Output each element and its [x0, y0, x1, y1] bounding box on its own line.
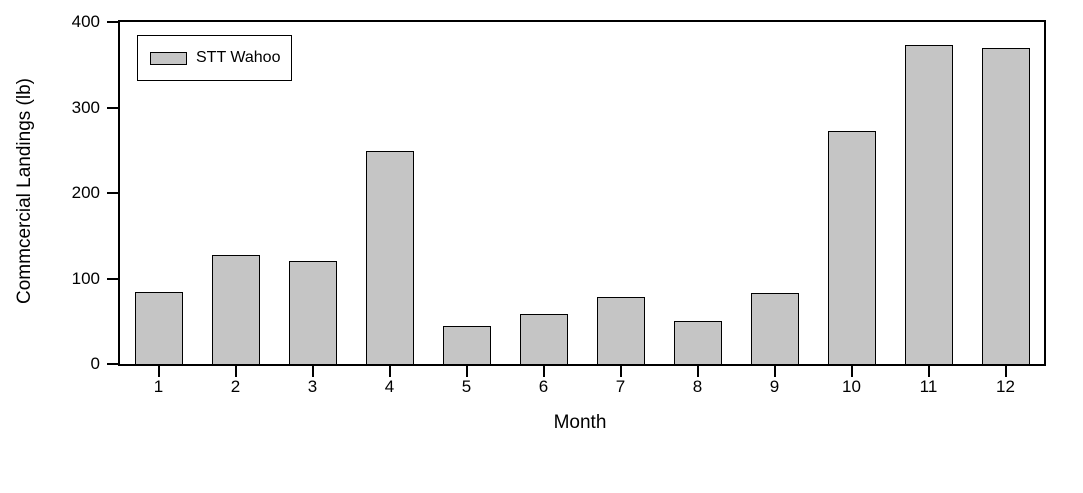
y-tick-label: 100 — [71, 268, 100, 288]
y-axis-tick — [107, 277, 118, 280]
x-axis-tick — [388, 366, 391, 377]
y-axis-tick — [107, 192, 118, 194]
x-axis-tick — [157, 366, 160, 377]
legend: STT Wahoo — [137, 35, 292, 81]
plot-area: 0 100 200 300 400 1 2 3 4 5 6 7 8 9 10 11 12 — [72, 13, 1046, 396]
bar-month-8 — [673, 321, 722, 364]
x-axis-tick — [542, 366, 545, 377]
legend-series-label: STT Wahoo — [196, 49, 281, 66]
y-tick-label: 400 — [71, 12, 100, 31]
x-tick-label: 2 — [230, 377, 241, 396]
x-axis-tick — [696, 366, 699, 377]
y-axis-tick — [107, 21, 118, 23]
x-axis-title: Month — [553, 412, 607, 433]
bar-month-6 — [519, 313, 568, 364]
bar-month-4 — [365, 151, 414, 364]
x-axis-tick — [619, 366, 622, 377]
x-axis-tick — [850, 366, 853, 377]
y-axis-tick — [107, 106, 118, 109]
x-tick-label: 7 — [615, 377, 626, 396]
x-tick-label: 6 — [538, 377, 549, 396]
x-axis-tick — [1004, 366, 1007, 377]
bar-month-3 — [288, 260, 337, 364]
x-axis-tick — [773, 366, 776, 377]
bar-month-7 — [596, 297, 645, 364]
bar-month-11 — [904, 45, 953, 364]
y-tick-label: 200 — [71, 183, 100, 202]
y-tick-label: 300 — [71, 97, 100, 117]
bar-month-1 — [134, 292, 183, 364]
x-axis-tick — [234, 366, 237, 377]
y-axis-tick — [107, 363, 118, 365]
x-tick-label: 9 — [769, 377, 780, 396]
x-tick-label: 5 — [461, 377, 472, 396]
x-axis-tick — [927, 366, 930, 377]
bar-month-2 — [211, 255, 260, 364]
x-tick-label: 1 — [153, 377, 164, 396]
x-axis-tick — [311, 366, 314, 377]
x-tick-label: 3 — [307, 377, 318, 396]
x-tick-label: 4 — [384, 377, 395, 396]
bar-month-10 — [827, 130, 876, 364]
bar-month-9 — [750, 293, 799, 364]
legend-swatch-icon — [150, 51, 187, 65]
y-axis-title: Commcercial Landings (lb) — [14, 78, 35, 304]
x-tick-label: 12 — [996, 377, 1015, 396]
x-axis-tick — [465, 366, 468, 377]
y-tick-label: 0 — [90, 354, 100, 373]
x-tick-label: 10 — [842, 377, 861, 396]
x-tick-label: 8 — [692, 377, 703, 396]
bar-month-5 — [442, 326, 491, 364]
bar-month-12 — [981, 47, 1030, 364]
x-tick-label: 11 — [919, 377, 938, 396]
